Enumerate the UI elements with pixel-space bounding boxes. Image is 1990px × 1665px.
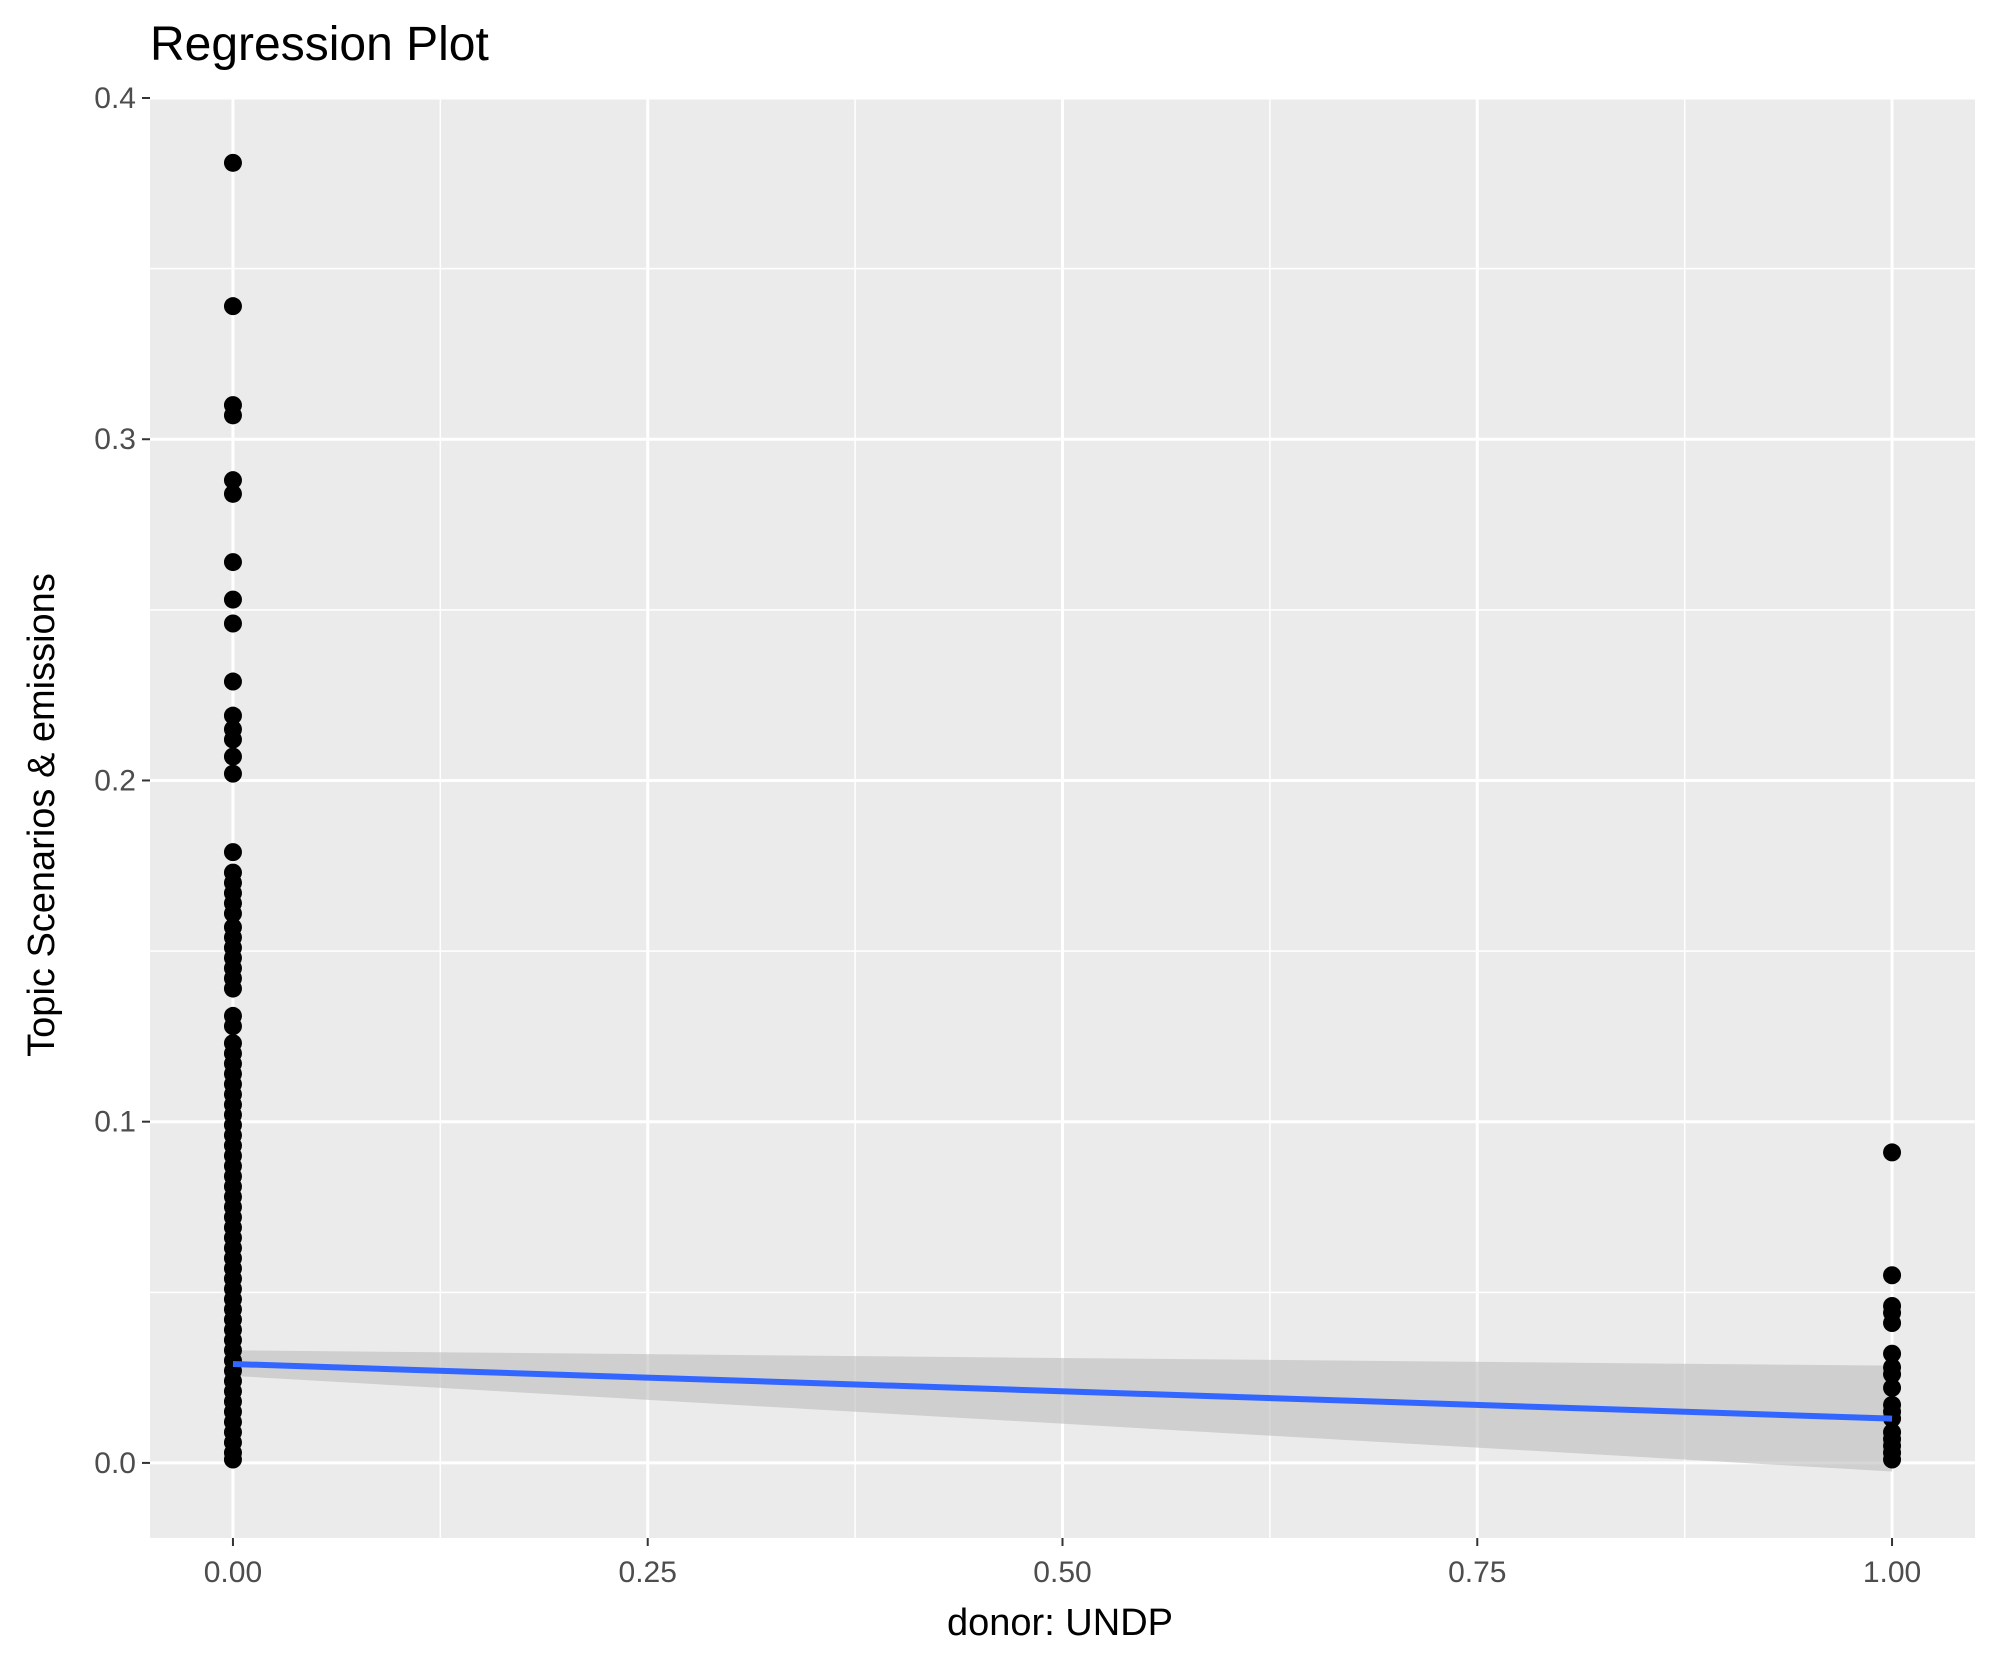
x-tick-label: 0.75 [1448, 1556, 1506, 1589]
x-tick-label: 0.00 [204, 1556, 262, 1589]
data-point [223, 406, 242, 425]
y-tick-label: 0.1 [94, 1106, 136, 1139]
x-axis: 0.00 0.25 0.50 0.75 1.00 [204, 1538, 1921, 1589]
y-tick-label: 0.2 [94, 764, 136, 797]
data-point [223, 553, 242, 572]
data-point [223, 979, 242, 998]
data-point [223, 614, 242, 633]
x-tick-label: 1.00 [1863, 1556, 1921, 1589]
data-point [223, 1450, 242, 1469]
data-point [223, 297, 242, 316]
data-point [223, 904, 242, 923]
x-tick-label: 0.25 [619, 1556, 677, 1589]
data-point [1883, 1378, 1902, 1397]
x-axis-title: donor: UNDP [947, 1602, 1173, 1644]
data-point [223, 1017, 242, 1036]
data-point [223, 764, 242, 783]
data-point [1883, 1365, 1902, 1384]
grid-major-lines [150, 96, 1975, 1538]
y-tick-label: 0.0 [94, 1447, 136, 1480]
data-point [1883, 1450, 1902, 1469]
data-point [1883, 1314, 1902, 1333]
data-point [223, 706, 242, 725]
data-point [223, 747, 242, 766]
regression-line [232, 1360, 1893, 1422]
x-tick-label: 0.50 [1033, 1556, 1091, 1589]
y-axis-title: Topic Scenarios & emissions [21, 573, 63, 1057]
y-tick-label: 0.4 [94, 82, 136, 115]
data-points-layer [223, 153, 1902, 1469]
data-point [223, 153, 242, 172]
data-point [223, 590, 242, 609]
data-point [223, 730, 242, 749]
data-point [1883, 1344, 1902, 1363]
y-axis: 0.0 0.1 0.2 0.3 0.4 [94, 82, 150, 1480]
data-point [223, 484, 242, 503]
fit-line-layer [232, 1360, 1893, 1422]
data-point [223, 843, 242, 862]
chart-title: Regression Plot [150, 18, 489, 71]
data-point [223, 471, 242, 490]
y-tick-label: 0.3 [94, 423, 136, 456]
data-point [1883, 1266, 1902, 1285]
data-point [223, 672, 242, 691]
data-point [1883, 1143, 1902, 1162]
